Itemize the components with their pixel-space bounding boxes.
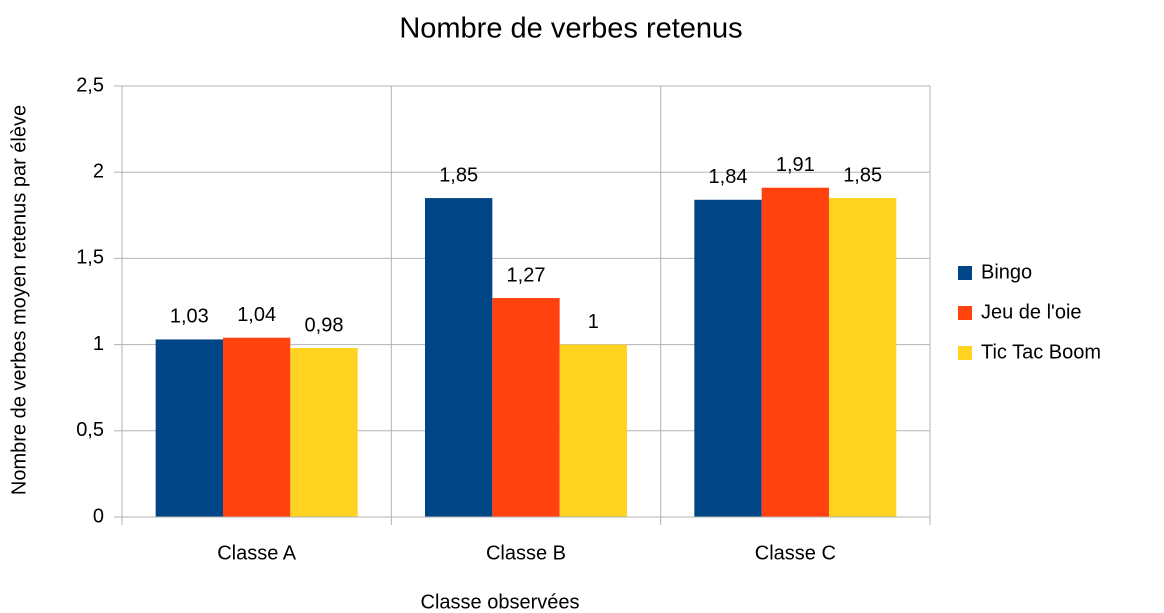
value-label: 1,85 (843, 164, 882, 186)
value-label: 1,04 (237, 304, 276, 326)
bar (492, 298, 560, 517)
bar (761, 187, 829, 517)
bar (559, 344, 627, 517)
chart-title: Nombre de verbes retenus (399, 13, 742, 45)
legend-label: Jeu de l'oie (981, 301, 1082, 323)
legend-label: Tic Tac Boom (981, 341, 1101, 363)
bar (829, 198, 897, 517)
y-tick-label: 0 (93, 505, 104, 527)
x-tick-label: Classe A (217, 542, 297, 564)
y-tick-label: 2,5 (76, 74, 104, 96)
legend-swatch (958, 306, 972, 320)
bar (425, 198, 493, 517)
value-label: 0,98 (305, 314, 344, 336)
y-tick-label: 2 (93, 160, 104, 182)
bar (223, 337, 291, 517)
bar (290, 348, 358, 517)
value-label: 1,03 (170, 306, 209, 328)
legend-swatch (958, 346, 972, 360)
bar (155, 339, 223, 517)
y-tick-label: 1,5 (76, 247, 104, 269)
legend-label: Bingo (981, 261, 1032, 283)
y-tick-label: 1 (93, 333, 104, 355)
value-label: 1 (588, 311, 599, 333)
bar (694, 199, 762, 517)
value-label: 1,84 (709, 166, 748, 188)
x-tick-label: Classe B (486, 542, 566, 564)
value-label: 1,27 (507, 264, 546, 286)
y-tick-label: 0,5 (76, 419, 104, 441)
value-label: 1,91 (776, 154, 815, 176)
legend-swatch (958, 266, 972, 280)
y-axis-label: Nombre de verbes moyen retenus par élève (8, 105, 30, 495)
x-tick-label: Classe C (755, 542, 836, 564)
value-label: 1,85 (439, 164, 478, 186)
x-axis-label: Classe observées (421, 591, 580, 613)
